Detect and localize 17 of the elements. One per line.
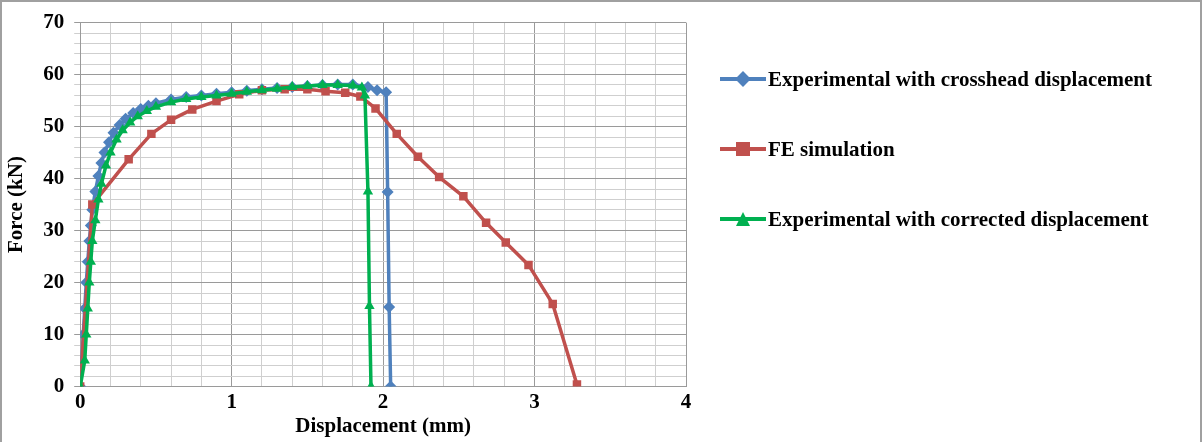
y-tick-label: 40 [43,165,65,190]
legend-label: Experimental with corrected displacement [768,206,1149,233]
x-tick-label: 3 [529,388,540,413]
x-tick-label: 2 [377,388,389,413]
x-tick-label: 0 [74,388,86,413]
x-axis-title: Displacement (mm) [295,412,471,437]
y-tick-label: 30 [43,217,65,242]
x-tick-label: 4 [680,388,692,413]
legend-label: FE simulation [768,136,895,163]
y-tick-label: 60 [43,61,65,86]
y-tick-label: 10 [43,321,65,346]
legend-label: Experimental with crosshead displacement [768,66,1153,93]
x-tick-label: 1 [226,388,237,413]
y-axis-title: Force (kN) [3,156,28,254]
y-tick-label: 50 [43,113,65,138]
y-tick-label: 20 [43,269,65,294]
y-tick-label: 70 [43,9,65,34]
